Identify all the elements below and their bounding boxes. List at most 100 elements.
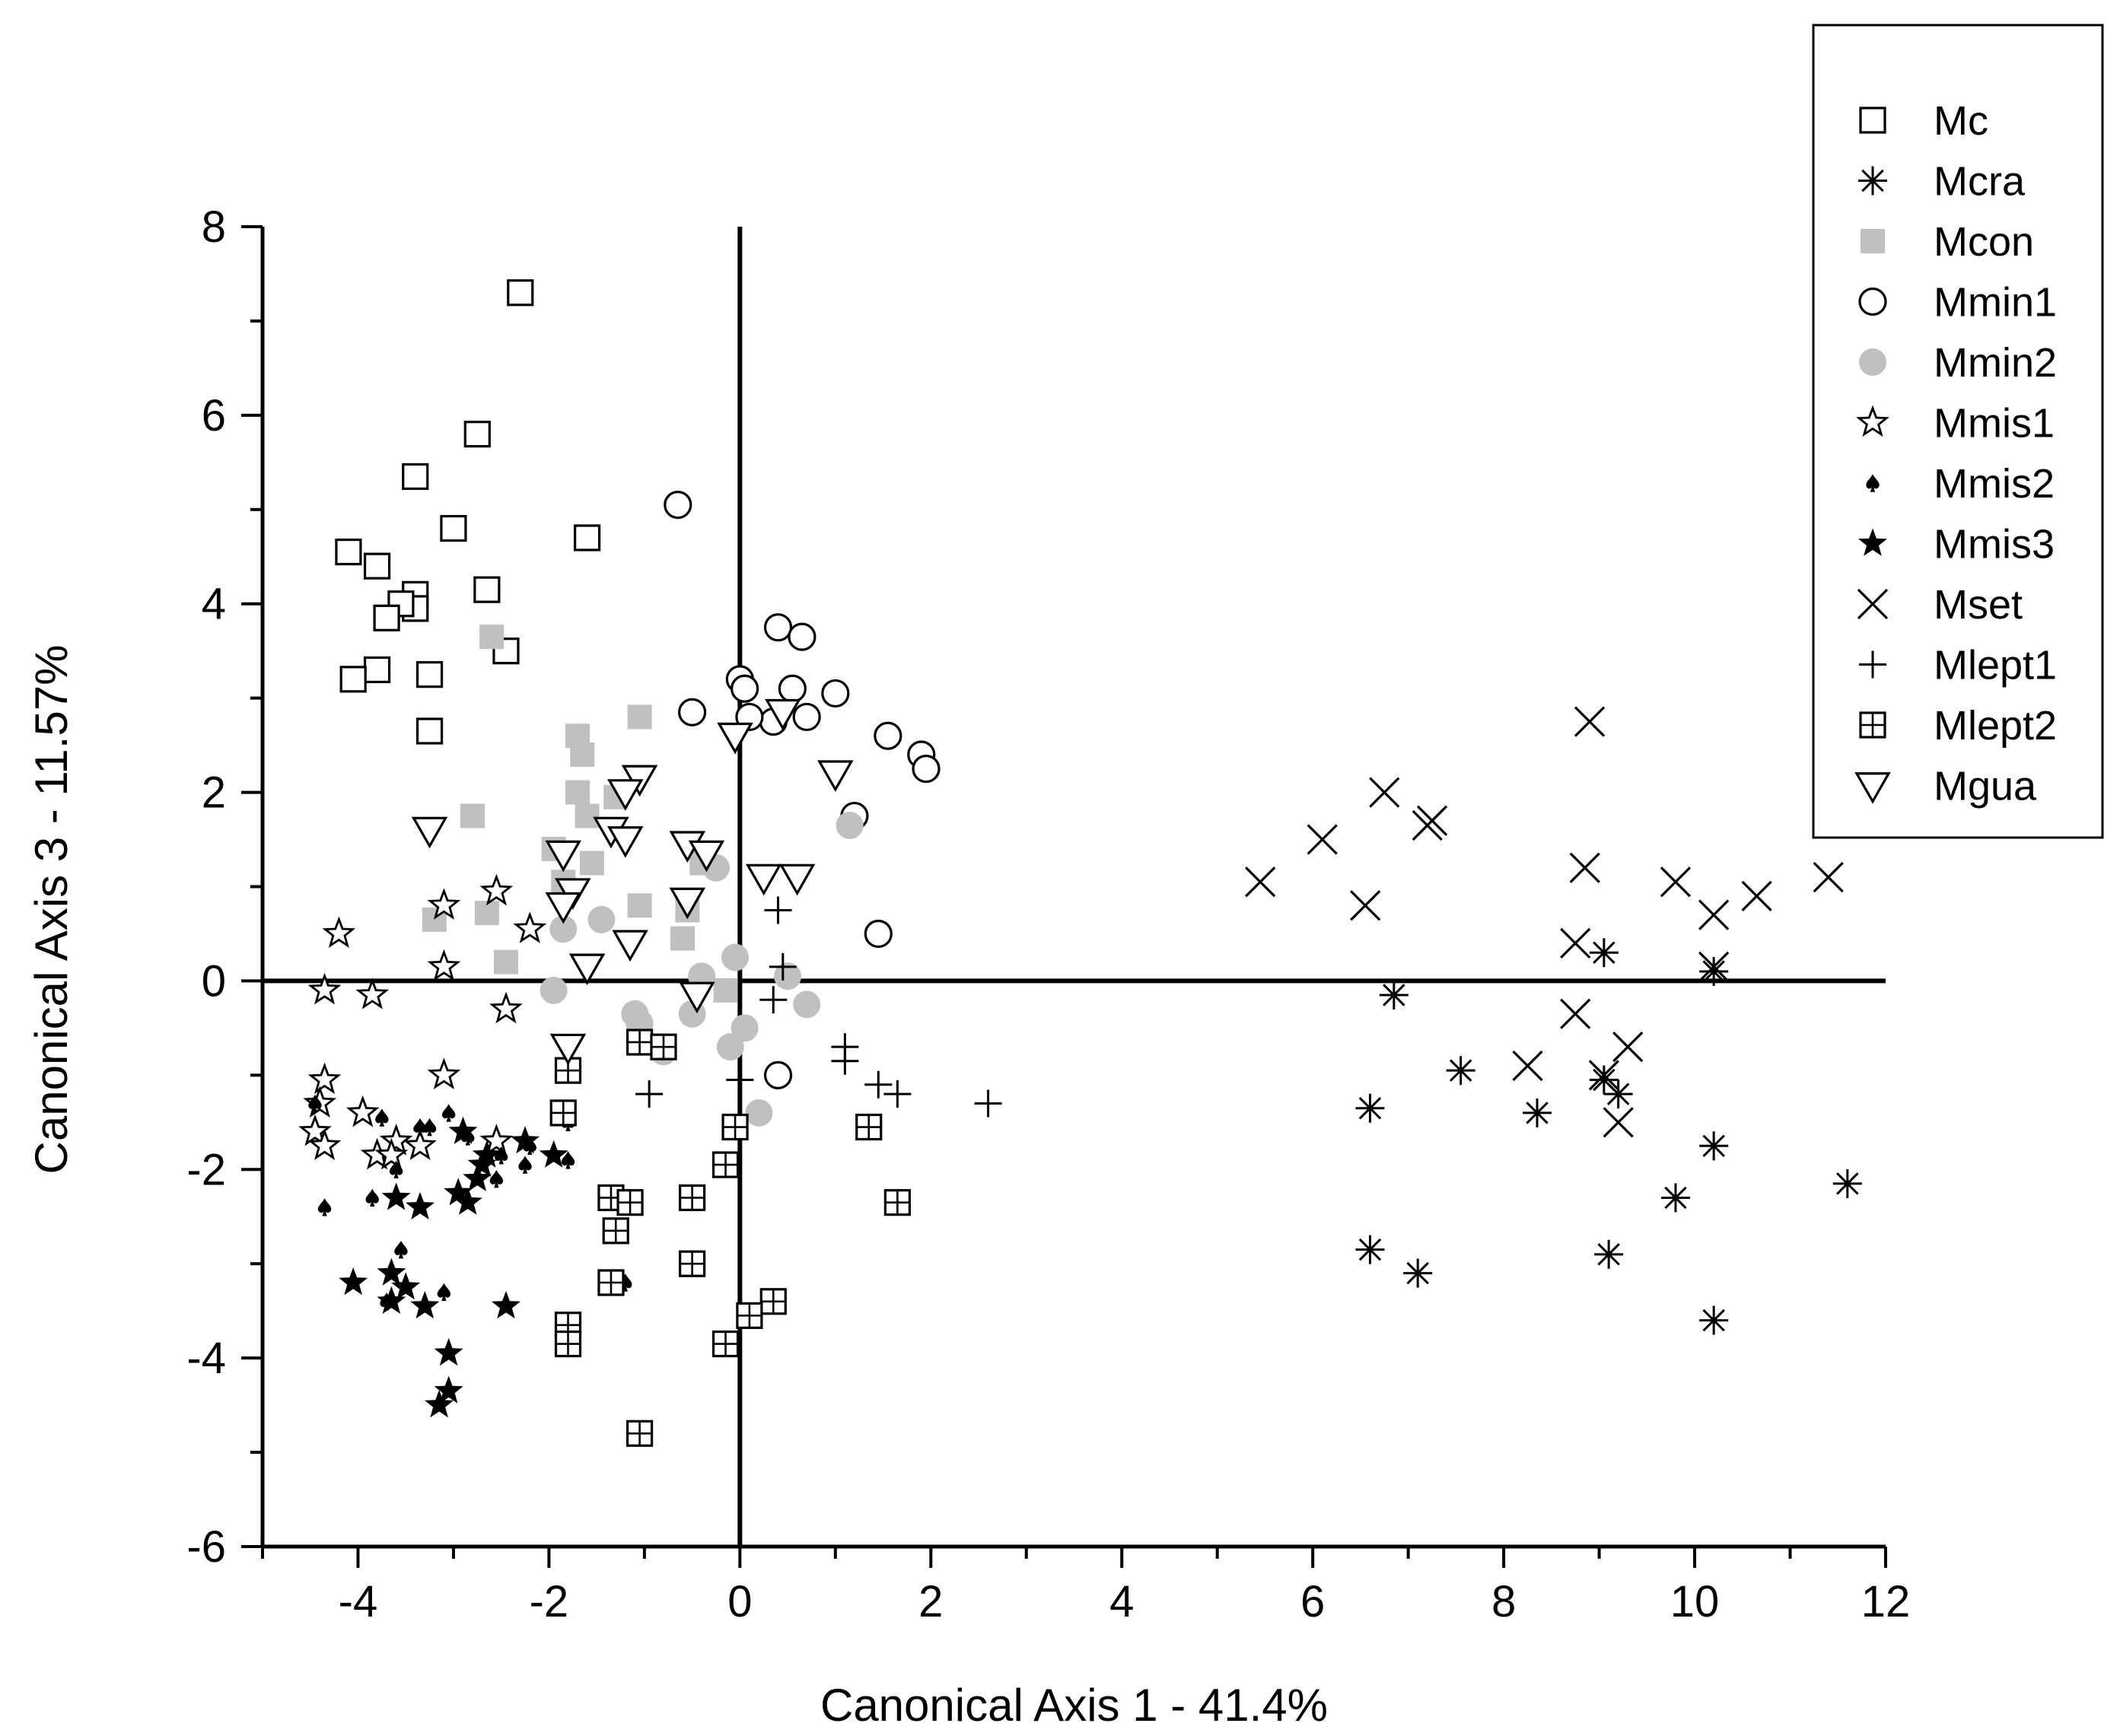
data-point: [489, 1169, 504, 1188]
data-point: [511, 1126, 540, 1154]
data-point: [650, 1033, 677, 1060]
x-stroke-2: [1588, 1060, 1619, 1091]
legend-label: Mlept2: [1934, 703, 2057, 749]
data-point: [379, 1124, 413, 1156]
data-point: [836, 811, 864, 839]
data-point: [778, 674, 807, 703]
x-stroke-2: [1857, 588, 1889, 620]
data-point: [1350, 890, 1381, 921]
asterisk-stroke: [1664, 1186, 1687, 1210]
data-point: [1307, 824, 1338, 855]
legend-label: Mcra: [1934, 159, 2026, 205]
data-point: [855, 1113, 883, 1141]
data-point: [626, 1420, 654, 1447]
data-point: [1660, 1183, 1690, 1213]
data-point: [575, 803, 600, 828]
data-point: [874, 721, 902, 750]
data-point: [453, 1187, 482, 1215]
data-point: [793, 990, 821, 1019]
data-point: [463, 421, 491, 448]
data-point: [339, 1267, 368, 1296]
series-mgua: [411, 698, 854, 1066]
data-point: [554, 1330, 582, 1358]
data-point: [688, 840, 725, 873]
legend-label: Mmis2: [1934, 461, 2055, 507]
x-stroke-2: [1350, 890, 1381, 921]
data-point: [339, 666, 367, 693]
x-stroke-2: [1813, 861, 1844, 893]
x-tick-label: 4: [1109, 1577, 1134, 1626]
data-point: [745, 863, 782, 896]
data-point: [612, 930, 648, 962]
data-point: [679, 981, 715, 1014]
asterisk-stroke: [1702, 1308, 1725, 1332]
data-point: [317, 1198, 332, 1216]
y-tick-label: 4: [202, 580, 226, 629]
data-point: [507, 279, 534, 307]
x-stroke-2: [1660, 866, 1692, 898]
legend-marker: [1854, 772, 1891, 804]
data-point: [365, 1188, 379, 1207]
ticks: -4 -2 0 2 4 6 8 10 12 8 6 4 2 0 -2 -4 -6: [186, 202, 1910, 1626]
legend-item: Mmis2: [1866, 461, 2055, 507]
asterisk-stroke: [1606, 1083, 1630, 1105]
legend-label: Mset: [1934, 582, 2023, 628]
data-point: [460, 803, 485, 828]
legend-label: Mmis1: [1934, 401, 2055, 447]
data-point: [602, 1217, 629, 1245]
y-tick-label: 6: [202, 391, 226, 440]
data-point: [774, 962, 802, 990]
data-point: [444, 1178, 473, 1206]
asterisk-stroke: [1526, 1102, 1549, 1124]
legend-marker: [1859, 711, 1886, 739]
legend-marker: [1856, 405, 1889, 437]
data-point: [427, 949, 461, 981]
x-axis-title: Canonical Axis 1 - 41.4%: [820, 1680, 1328, 1731]
x-stroke-2: [1560, 998, 1591, 1029]
legend-marker: [1858, 528, 1887, 556]
data-point: [363, 656, 391, 684]
data-point: [817, 760, 854, 793]
data-point: [568, 953, 606, 986]
data-point: [437, 1283, 451, 1302]
data-point: [473, 576, 501, 603]
data-point: [627, 893, 652, 918]
asterisk-stroke: [1593, 1068, 1615, 1092]
data-point: [448, 1116, 478, 1144]
data-point: [322, 916, 356, 949]
data-point: [759, 986, 788, 1014]
data-point: [711, 1151, 740, 1178]
y-tick-label: 0: [202, 956, 226, 1006]
legend-marker: [1858, 287, 1887, 316]
data-point: [381, 1182, 411, 1210]
data-point: [377, 1257, 406, 1286]
asterisk-stroke: [1861, 169, 1884, 192]
data-point: [427, 888, 461, 920]
data-point: [549, 1033, 587, 1066]
data-point: [711, 1330, 740, 1358]
data-point: [778, 863, 816, 896]
y-tick-label: 2: [202, 768, 226, 818]
legend-marker: [1858, 166, 1887, 196]
data-point: [1699, 957, 1729, 987]
data-point: [616, 1189, 644, 1216]
x-tick-label: 2: [918, 1577, 943, 1626]
data-point: [335, 538, 362, 566]
legend-item: Mmis3: [1858, 522, 2055, 568]
data-point: [1446, 1056, 1475, 1086]
data-point: [1403, 1258, 1433, 1288]
data-point: [627, 704, 652, 730]
data-point: [298, 1114, 332, 1146]
data-point: [1699, 1131, 1729, 1161]
data-point: [440, 514, 467, 542]
data-point: [669, 887, 706, 920]
data-point: [410, 1291, 440, 1319]
data-point: [769, 952, 797, 981]
legend-box: [1812, 24, 2104, 839]
asterisk-stroke: [1358, 1238, 1382, 1261]
data-point: [759, 1288, 787, 1315]
data-point: [1512, 1050, 1543, 1082]
data-point: [731, 674, 759, 703]
data-point: [565, 780, 590, 805]
